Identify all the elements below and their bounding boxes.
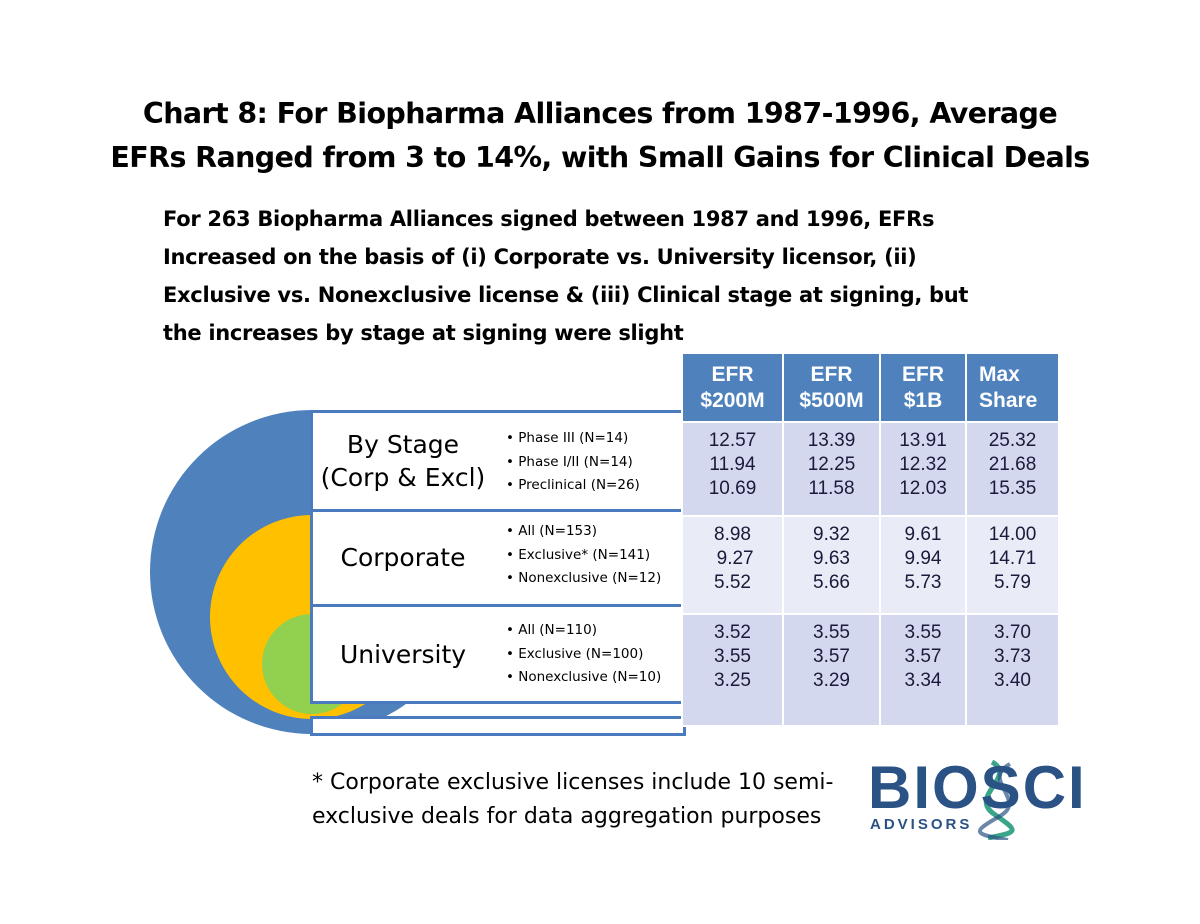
- list-item: Exclusive* (N=141): [506, 544, 661, 568]
- list-item: All (N=110): [506, 619, 661, 643]
- table-header-row: EFR $200M EFR $500M EFR $1B Max Share: [681, 352, 1060, 423]
- title-line-2: EFRs Ranged from 3 to 14%, with Small Ga…: [110, 141, 1090, 174]
- slide-title: Chart 8: For Biopharma Alliances from 19…: [0, 92, 1200, 180]
- list-item: Phase I/II (N=14): [506, 451, 640, 475]
- bullet-list-corporate: All (N=153) Exclusive* (N=141) Nonexclus…: [506, 520, 661, 591]
- subtitle-line-3: Exclusive vs. Nonexclusive license & (ii…: [163, 283, 969, 307]
- footnote-line-1: * Corporate exclusive licenses include 1…: [312, 770, 834, 795]
- footnote: * Corporate exclusive licenses include 1…: [312, 766, 833, 834]
- table-row: 3.52 3.55 3.25 3.55 3.57 3.29 3.55 3.57 3.34 3…: [681, 613, 1060, 727]
- group-label-stage: By Stage (Corp & Excl): [313, 428, 493, 494]
- header-efr-1b: EFR $1B: [879, 352, 967, 423]
- group-box-empty: [310, 716, 686, 736]
- header-max-share: Max Share: [965, 352, 1060, 423]
- group-label-stage-line1: By Stage: [346, 430, 460, 459]
- dna-helix-icon: [977, 759, 1015, 840]
- table-cell: 3.70 3.73 3.40: [965, 613, 1060, 727]
- bullet-list-stage: Phase III (N=14) Phase I/II (N=14) Precl…: [506, 427, 640, 498]
- table-row: 12.57 11.94 10.69 13.39 12.25 11.58 13.91 12.…: [681, 421, 1060, 517]
- group-label-corporate: Corporate: [340, 543, 466, 572]
- table-cell: 12.57 11.94 10.69: [681, 421, 784, 517]
- table-row: 8.98 9.27 5.52 9.32 9.63 5.66 9.61 9.94 5.73 …: [681, 515, 1060, 615]
- efr-table: EFR $200M EFR $500M EFR $1B Max Share 12.57 1…: [681, 352, 1060, 727]
- header-efr-200m: EFR $200M: [681, 352, 784, 423]
- header-efr-500m: EFR $500M: [782, 352, 881, 423]
- table-cell: 3.55 3.57 3.29: [782, 613, 881, 727]
- subtitle-line-4: the increases by stage at signing were s…: [163, 321, 684, 345]
- list-item: Nonexclusive (N=12): [506, 567, 661, 591]
- table-cell: 9.32 9.63 5.66: [782, 515, 881, 615]
- subtitle-line-1: For 263 Biopharma Alliances signed betwe…: [163, 207, 935, 231]
- list-item: Nonexclusive (N=10): [506, 666, 661, 690]
- list-item: Exclusive (N=100): [506, 643, 661, 667]
- table-cell: 3.52 3.55 3.25: [681, 613, 784, 727]
- subtitle-line-2: Increased on the basis of (i) Corporate …: [163, 245, 917, 269]
- bullet-list-university: All (N=110) Exclusive (N=100) Nonexclusi…: [506, 619, 661, 690]
- table-cell: 13.91 12.32 12.03: [879, 421, 967, 517]
- group-label-stage-line2: (Corp & Excl): [320, 463, 486, 492]
- table-cell: 25.32 21.68 15.35: [965, 421, 1060, 517]
- biosci-advisors-logo: BIOSCI ADVISORS: [868, 756, 1118, 840]
- list-item: Phase III (N=14): [506, 427, 640, 451]
- logo-main-text: BIOSCI: [868, 754, 1087, 821]
- footnote-line-2: exclusive deals for data aggregation pur…: [312, 804, 822, 829]
- logo-sub-text: ADVISORS: [870, 816, 973, 833]
- table-cell: 8.98 9.27 5.52: [681, 515, 784, 615]
- table-cell: 3.55 3.57 3.34: [879, 613, 967, 727]
- table-cell: 14.00 14.71 5.79: [965, 515, 1060, 615]
- list-item: Preclinical (N=26): [506, 474, 640, 498]
- slide-subtitle: For 263 Biopharma Alliances signed betwe…: [163, 200, 1063, 352]
- table-cell: 13.39 12.25 11.58: [782, 421, 881, 517]
- group-label-university: University: [339, 640, 467, 669]
- title-line-1: Chart 8: For Biopharma Alliances from 19…: [142, 97, 1058, 130]
- table-cell: 9.61 9.94 5.73: [879, 515, 967, 615]
- list-item: All (N=153): [506, 520, 661, 544]
